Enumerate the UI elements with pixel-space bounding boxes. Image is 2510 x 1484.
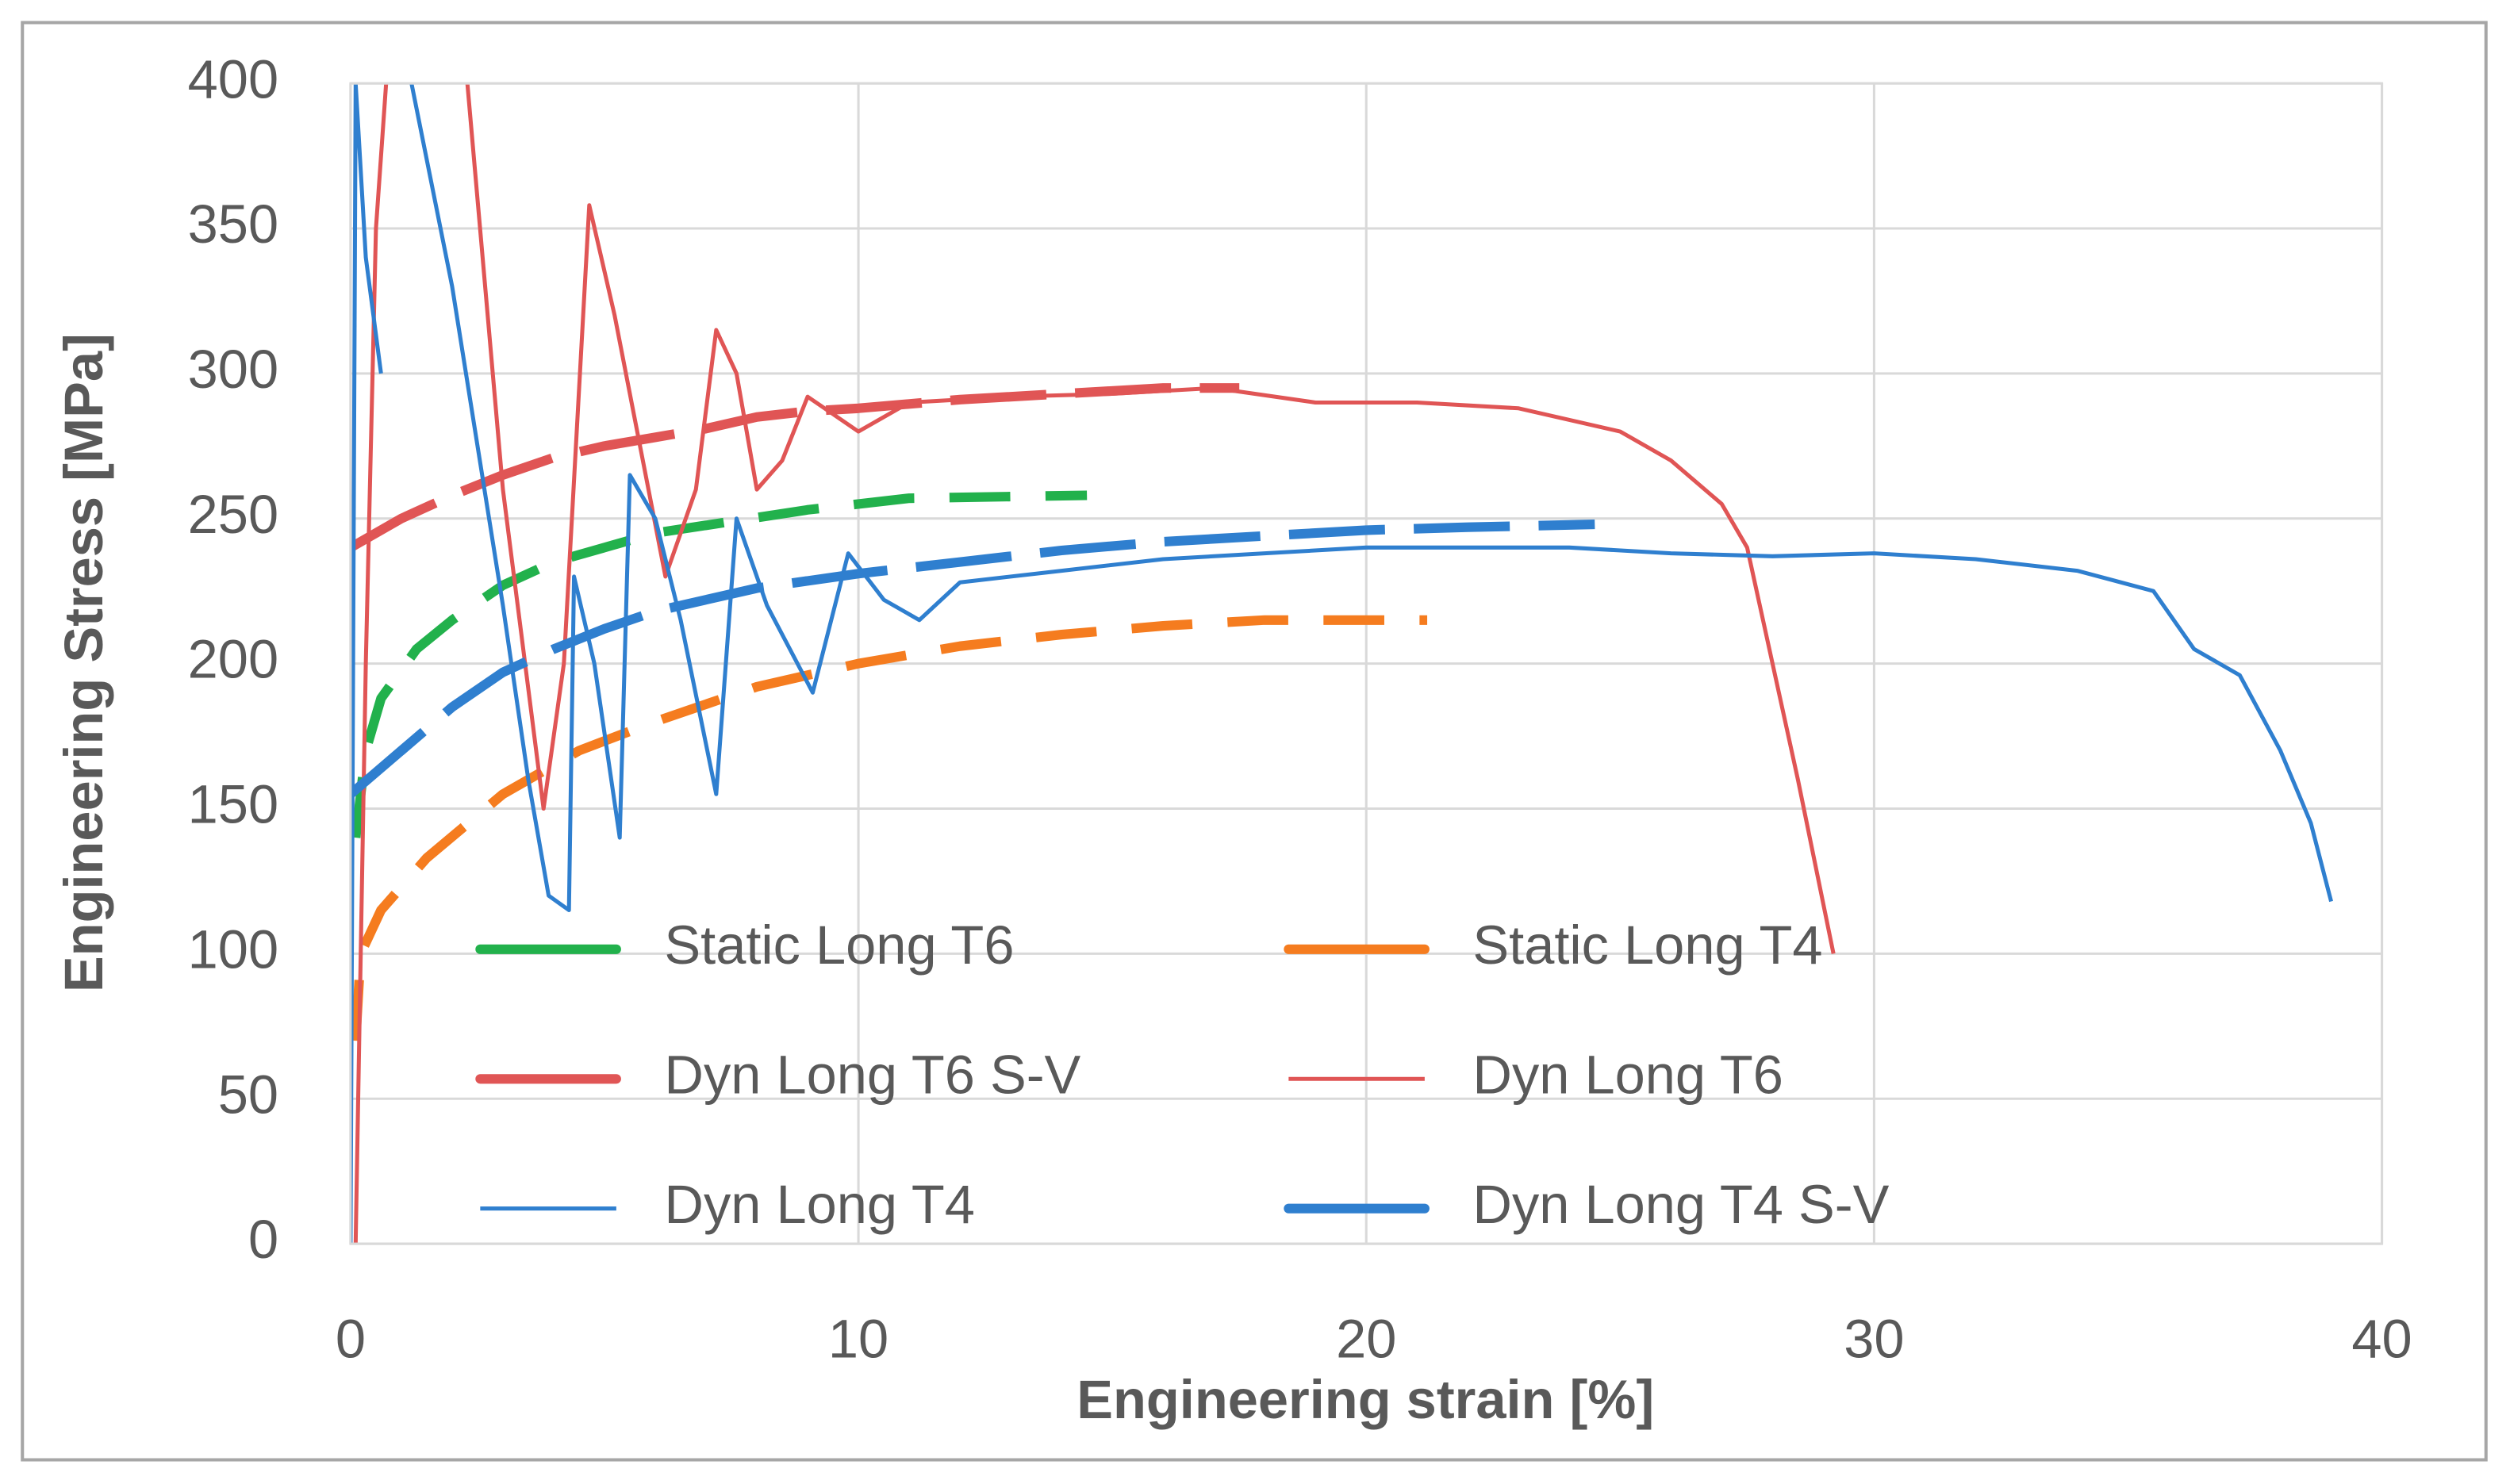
y-tick-label: 350 bbox=[188, 194, 278, 255]
legend-label: Static Long T6 bbox=[664, 915, 1014, 976]
x-tick-label: 40 bbox=[2351, 1308, 2412, 1369]
legend-label: Dyn Long T4 S-V bbox=[1472, 1174, 1889, 1235]
x-tick-label: 20 bbox=[1336, 1308, 1396, 1369]
y-tick-label: 400 bbox=[188, 48, 278, 109]
y-tick-label: 150 bbox=[188, 774, 278, 835]
x-tick-label: 10 bbox=[828, 1308, 888, 1369]
data-line bbox=[351, 490, 1088, 838]
data-line bbox=[350, 83, 2333, 1244]
x-tick-label: 0 bbox=[336, 1308, 366, 1369]
y-tick-label: 50 bbox=[218, 1064, 278, 1125]
chart-frame bbox=[21, 21, 2488, 1462]
data-line bbox=[350, 520, 1595, 798]
y-tick-label: 300 bbox=[188, 339, 278, 400]
legend-label: Dyn Long T6 S-V bbox=[664, 1044, 1080, 1105]
legend-label: Dyn Long T4 bbox=[664, 1174, 975, 1235]
x-tick-label: 30 bbox=[1844, 1308, 1904, 1369]
y-tick-label: 250 bbox=[188, 484, 278, 545]
legend-label: Static Long T4 bbox=[1472, 915, 1822, 976]
x-axis-title: Engineering strain [%] bbox=[1077, 1369, 1654, 1430]
y-tick-label: 100 bbox=[188, 918, 278, 980]
y-tick-label: 0 bbox=[248, 1209, 278, 1270]
data-line bbox=[353, 83, 1836, 1244]
legend-label: Dyn Long T6 bbox=[1472, 1044, 1783, 1105]
y-tick-label: 200 bbox=[188, 629, 278, 690]
plot-border bbox=[349, 82, 2384, 1245]
data-line bbox=[351, 615, 1428, 1041]
plot-lines bbox=[350, 83, 2333, 1244]
y-axis-title: Engineering Stress [MPa] bbox=[53, 333, 114, 992]
